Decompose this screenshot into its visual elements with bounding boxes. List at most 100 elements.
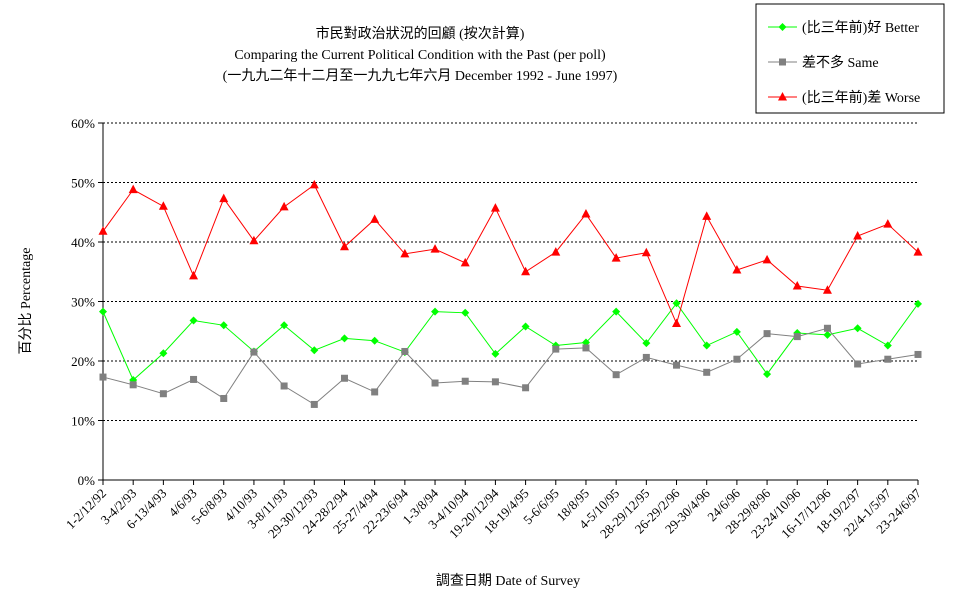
data-point-worse [581, 209, 591, 218]
gridlines [103, 122, 918, 421]
data-point-same [642, 353, 650, 361]
chart-subtitle: Comparing the Current Political Conditio… [234, 48, 606, 63]
data-point-worse [370, 214, 380, 223]
data-point-same [99, 373, 107, 381]
legend-box [755, 3, 945, 114]
data-point-worse [521, 266, 531, 276]
data-point-same [159, 390, 167, 398]
data-point-better [431, 307, 440, 316]
data-point-same [823, 324, 831, 332]
legend-marker-worse [778, 92, 787, 101]
series-line-better [102, 302, 919, 381]
data-point-better [883, 341, 892, 350]
legend-label-same: 差不多 Same [802, 54, 879, 71]
data-point-better [280, 321, 289, 330]
data-point-same [673, 361, 681, 369]
legend-marker-better [778, 23, 787, 31]
data-point-better [702, 341, 711, 350]
data-point-same [854, 360, 862, 368]
data-point-worse [279, 201, 289, 211]
data-point-worse [702, 211, 712, 220]
data-point-same [612, 371, 620, 379]
data-point-worse [551, 247, 561, 256]
data-point-better [672, 299, 681, 308]
data-point-worse [883, 219, 893, 228]
data-point-same [190, 375, 198, 383]
series-same [99, 324, 922, 408]
y-tick-label: 0% [78, 473, 96, 488]
data-point-worse [430, 244, 440, 253]
series-worse [98, 179, 923, 328]
data-point-worse [339, 241, 349, 251]
data-point-better [99, 307, 107, 316]
data-point-same [522, 384, 530, 392]
data-point-worse [672, 318, 682, 328]
data-point-better [461, 308, 470, 317]
data-point-same [733, 355, 741, 363]
data-point-better [763, 370, 772, 379]
data-series [98, 179, 923, 408]
data-point-same [250, 348, 258, 356]
data-point-better [732, 327, 741, 336]
data-point-same [793, 333, 801, 341]
data-point-worse [98, 226, 108, 235]
data-point-better [340, 334, 349, 343]
legend: (比三年前)好 Better 差不多 Same (比三年前)差 Worse [755, 3, 945, 114]
data-point-worse [158, 201, 168, 210]
data-point-worse [611, 253, 621, 262]
chart-title: 市民對政治狀況的回顧 (按次計算) [316, 25, 525, 42]
y-tick-label: 10% [71, 414, 95, 429]
y-tick-label: 20% [71, 354, 95, 369]
data-point-worse [219, 193, 229, 203]
data-point-better [370, 336, 379, 345]
data-point-worse [309, 179, 319, 189]
chart-subtitle-date-range: (一九九二年十二月至一九九七年六月 December 1992 - June 1… [223, 68, 618, 84]
data-point-same [371, 388, 379, 396]
data-point-worse [189, 270, 199, 280]
data-point-better [853, 324, 862, 333]
data-point-better [914, 299, 922, 308]
data-point-same [220, 394, 228, 402]
data-point-same [401, 347, 409, 355]
data-point-better [491, 349, 500, 358]
data-point-same [310, 400, 318, 408]
data-point-better [159, 349, 168, 358]
data-point-better [219, 321, 228, 330]
data-point-better [612, 307, 621, 316]
data-point-worse [732, 264, 742, 274]
data-point-worse [913, 247, 923, 256]
data-point-better [642, 339, 651, 348]
y-axis-ticks: 0% 10% 20% 30% 40% 50% 60% [71, 116, 103, 488]
series-better [99, 299, 922, 385]
data-point-worse [853, 231, 863, 240]
data-point-worse [762, 254, 772, 264]
data-point-same [552, 345, 560, 353]
series-line-worse [102, 184, 919, 326]
data-point-worse [490, 203, 500, 212]
legend-label-better: (比三年前)好 Better [802, 19, 919, 36]
data-point-same [914, 350, 922, 358]
data-point-better [521, 322, 530, 331]
data-point-same [703, 368, 711, 376]
data-point-worse [460, 257, 470, 267]
axes [102, 123, 918, 481]
series-line-same [102, 327, 919, 406]
data-point-better [823, 330, 832, 339]
data-point-better [189, 316, 198, 325]
data-point-worse [400, 248, 410, 258]
data-point-same [763, 330, 771, 338]
y-tick-label: 30% [71, 295, 95, 310]
y-tick-label: 40% [71, 235, 95, 250]
y-axis-label: 百分比 Percentage [18, 248, 34, 355]
data-point-worse [641, 247, 651, 257]
data-point-worse [822, 285, 832, 294]
data-point-same [582, 344, 590, 352]
legend-label-worse: (比三年前)差 Worse [802, 89, 920, 106]
x-axis-label: 調查日期 Date of Survey [436, 573, 580, 589]
data-point-same [491, 378, 499, 386]
data-point-worse [792, 281, 802, 290]
data-point-same [431, 379, 439, 387]
x-axis-ticks: 1-2/12/923-4/2/936-13/4/934/6/935-6/8/93… [63, 480, 924, 541]
y-tick-label: 60% [71, 116, 95, 131]
